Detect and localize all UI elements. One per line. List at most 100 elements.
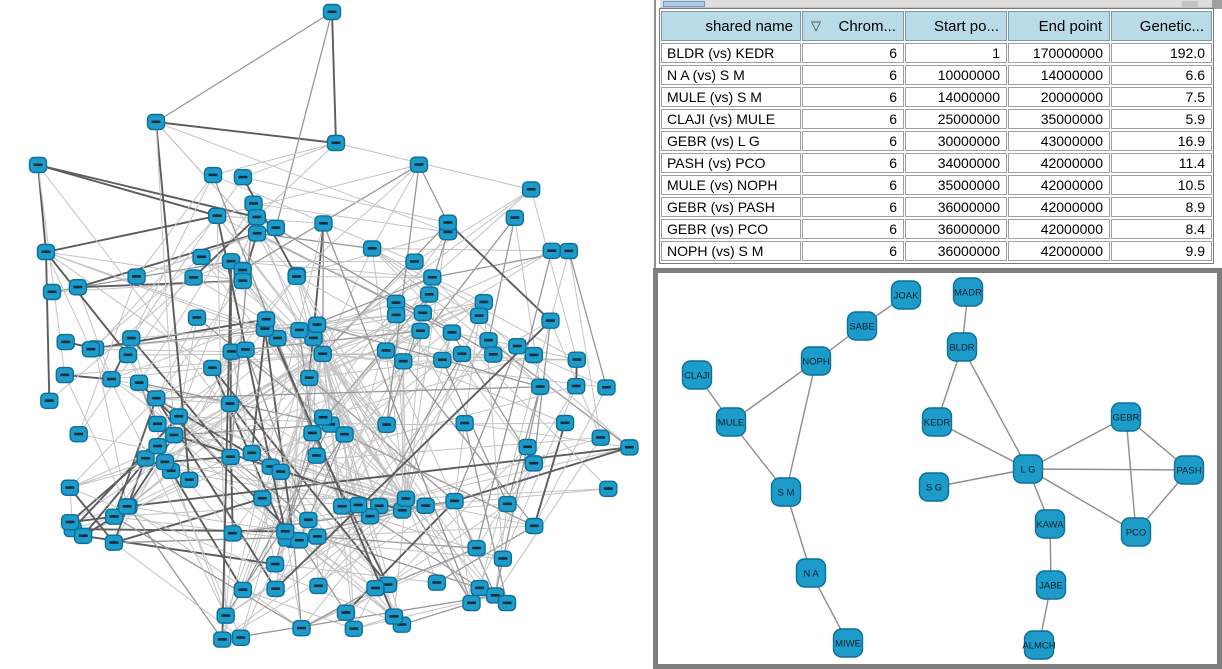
table-hscrollbar-track[interactable] (660, 0, 1212, 8)
network-edge[interactable] (331, 11, 337, 144)
network-edge[interactable] (308, 223, 325, 378)
network-edge[interactable] (130, 174, 214, 339)
network-edge[interactable] (114, 516, 287, 539)
network-edge[interactable] (1125, 416, 1137, 533)
network-edge[interactable] (299, 539, 503, 560)
network-edge[interactable] (232, 231, 449, 534)
network-edge[interactable] (454, 315, 480, 502)
network-edge[interactable] (533, 387, 607, 527)
network-edge[interactable] (395, 302, 466, 424)
network-edge[interactable] (405, 446, 630, 500)
table-row[interactable]: GEBR (vs) PASH 6 36000000 42000000 8.9 (661, 197, 1212, 217)
table-row[interactable]: MULE (vs) NOPH 6 35000000 42000000 10.5 (661, 175, 1212, 195)
network-edge[interactable] (431, 189, 532, 278)
network-edge[interactable] (77, 279, 243, 289)
table-cell[interactable]: GEBR (vs) L G (661, 131, 801, 151)
network-edge[interactable] (453, 345, 518, 502)
network-edge[interactable] (478, 315, 630, 448)
network-edge[interactable] (316, 324, 388, 426)
network-edge[interactable] (111, 318, 267, 380)
network-edge[interactable] (217, 215, 324, 224)
node-joak[interactable] (890, 280, 922, 310)
sub-network-canvas[interactable]: JOAK MADR SABE BLDR NOPH CLAJI KEDR GEBR MULE L G… (658, 273, 1217, 664)
network-edge[interactable] (45, 214, 218, 253)
network-edge[interactable] (530, 189, 578, 360)
network-edge[interactable] (128, 456, 231, 507)
table-cell[interactable]: 6 (802, 43, 904, 63)
node-kawa[interactable] (1034, 509, 1066, 539)
table-row[interactable]: GEBR (vs) L G 6 30000000 43000000 16.9 (661, 131, 1212, 151)
table-cell[interactable]: 192.0 (1111, 43, 1212, 63)
node-pash[interactable] (1173, 455, 1205, 485)
network-edge[interactable] (253, 203, 449, 233)
node-bldr[interactable] (946, 332, 978, 362)
node-s-g[interactable] (918, 472, 950, 502)
node-n-a[interactable] (795, 558, 827, 588)
column-header-chrom[interactable]: ▽ Chrom... (802, 11, 904, 41)
network-edge[interactable] (170, 470, 244, 591)
network-edge[interactable] (280, 424, 331, 473)
network-edge[interactable] (317, 535, 480, 589)
network-edge[interactable] (90, 256, 202, 350)
network-edge[interactable] (296, 276, 433, 278)
network-edge[interactable] (242, 142, 337, 178)
network-edge[interactable] (936, 421, 1029, 470)
node-s-m[interactable] (770, 477, 802, 507)
table-cell[interactable]: 8.4 (1111, 219, 1212, 239)
network-edge[interactable] (225, 533, 234, 616)
network-edge[interactable] (785, 360, 817, 493)
network-edge[interactable] (164, 189, 532, 463)
network-edge[interactable] (69, 353, 463, 489)
column-header-end-point[interactable]: End point (1008, 11, 1110, 41)
table-row[interactable]: N A (vs) S M 6 10000000 14000000 6.6 (661, 65, 1212, 85)
network-edge[interactable] (216, 215, 288, 539)
network-edge[interactable] (251, 377, 310, 454)
table-cell[interactable]: 14000000 (905, 87, 1007, 107)
network-edge[interactable] (405, 498, 473, 604)
table-cell[interactable]: 6 (802, 65, 904, 85)
network-edge[interactable] (240, 538, 288, 638)
table-cell[interactable]: 16.9 (1111, 131, 1212, 151)
node-noph[interactable] (800, 346, 832, 376)
table-row[interactable]: GEBR (vs) PCO 6 36000000 42000000 8.4 (661, 219, 1212, 239)
node-miwe[interactable] (832, 628, 864, 658)
edge-attribute-table[interactable]: shared name ▽ Chrom... Start po... End point… (660, 9, 1213, 263)
table-cell[interactable]: 1 (905, 43, 1007, 63)
network-edge[interactable] (196, 317, 300, 331)
node-mule[interactable] (715, 407, 747, 437)
network-edge[interactable] (402, 217, 516, 362)
table-cell[interactable]: 5.9 (1111, 109, 1212, 129)
network-edge[interactable] (296, 164, 420, 276)
network-edge[interactable] (77, 287, 112, 380)
table-cell[interactable]: 43000000 (1008, 131, 1110, 151)
network-edge[interactable] (387, 446, 528, 586)
table-cell[interactable]: BLDR (vs) KEDR (661, 43, 801, 63)
network-edge[interactable] (418, 164, 449, 223)
table-cell[interactable]: 9.9 (1111, 241, 1212, 261)
table-cell[interactable]: 6 (802, 131, 904, 151)
table-cell[interactable]: 6 (802, 241, 904, 261)
table-cell[interactable]: GEBR (vs) PCO (661, 219, 801, 239)
table-cell[interactable]: 8.9 (1111, 197, 1212, 217)
table-cell[interactable]: GEBR (vs) PASH (661, 197, 801, 217)
table-cell[interactable]: 36000000 (905, 241, 1007, 261)
table-cell[interactable]: 6 (802, 197, 904, 217)
network-edge[interactable] (385, 301, 485, 352)
filter-funnel-icon[interactable]: ▽ (811, 17, 821, 33)
node-gebr[interactable] (1110, 402, 1142, 432)
network-edge[interactable] (344, 434, 355, 629)
network-edge[interactable] (37, 164, 218, 217)
network-edge[interactable] (322, 301, 484, 355)
table-row[interactable]: CLAJI (vs) MULE 6 25000000 35000000 5.9 (661, 109, 1212, 129)
network-edge[interactable] (216, 215, 314, 339)
network-edge[interactable] (174, 434, 407, 500)
network-edge[interactable] (178, 415, 407, 500)
network-edge[interactable] (78, 256, 202, 435)
column-header-start-po[interactable]: Start po... (905, 11, 1007, 41)
network-edge[interactable] (126, 506, 302, 629)
network-edge[interactable] (487, 217, 516, 341)
network-edge[interactable] (405, 498, 496, 596)
network-edge[interactable] (568, 250, 608, 388)
network-edge[interactable] (298, 540, 347, 614)
network-edge[interactable] (533, 354, 607, 388)
